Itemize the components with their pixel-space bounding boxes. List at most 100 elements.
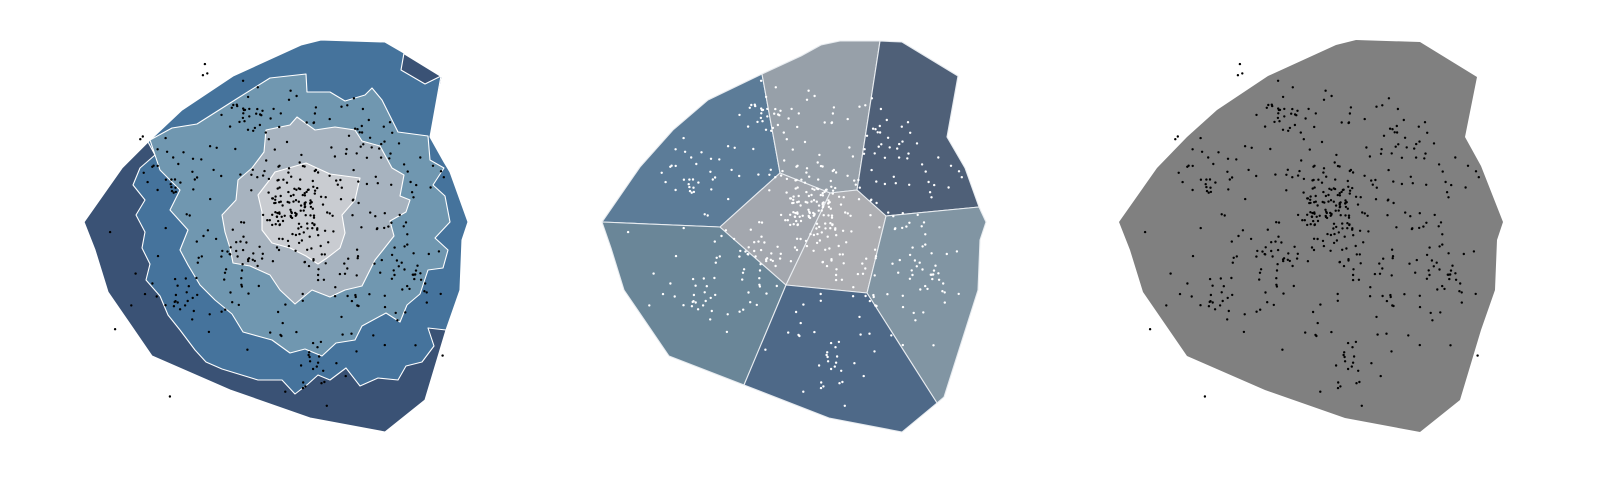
scatter-point (1379, 152, 1383, 155)
voronoi-point (870, 97, 874, 100)
scatter-point (1291, 107, 1294, 111)
density-point (361, 107, 365, 111)
density-point (412, 196, 415, 199)
voronoi-point (937, 272, 940, 275)
voronoi-point (803, 140, 807, 144)
scatter-point (1311, 187, 1314, 190)
density-point (317, 355, 321, 358)
density-point (308, 351, 311, 354)
scatter-point (1261, 250, 1264, 253)
density-point (286, 239, 290, 243)
density-point (437, 250, 441, 253)
voronoi-point (758, 221, 761, 224)
scatter-point (1226, 296, 1229, 300)
density-point (240, 269, 244, 272)
scatter-point (1291, 264, 1294, 268)
scatter-point (1281, 95, 1285, 99)
density-point (374, 175, 377, 178)
scatter-point (1447, 252, 1450, 255)
scatter-point (1306, 260, 1310, 263)
voronoi-point (807, 208, 810, 211)
scatter-point (1191, 164, 1194, 168)
scatter-point (1322, 244, 1326, 248)
voronoi-point (758, 269, 762, 272)
voronoi-point (821, 261, 824, 264)
voronoi-point (810, 200, 813, 203)
voronoi-point (929, 273, 932, 276)
density-point (344, 374, 347, 378)
scatter-point (1346, 227, 1349, 230)
density-point (203, 62, 207, 66)
scatter-point (1418, 343, 1421, 347)
density-point (267, 138, 270, 141)
density-point (224, 308, 227, 311)
voronoi-point (817, 178, 820, 181)
voronoi-point (824, 248, 827, 251)
density-point (299, 178, 302, 181)
scatter-point (1417, 125, 1420, 128)
scatter-point (1436, 288, 1439, 291)
voronoi-point (660, 171, 663, 174)
voronoi-point (834, 228, 837, 231)
density-point (311, 341, 315, 345)
density-point (214, 237, 218, 241)
scatter-point (1271, 104, 1274, 108)
density-point (230, 106, 233, 110)
voronoi-point (797, 112, 800, 115)
scatter-point (1208, 300, 1211, 304)
scatter-point (1423, 121, 1427, 124)
point-scatter-panel (1119, 40, 1503, 432)
density-point (263, 169, 266, 173)
voronoi-point (864, 294, 867, 298)
voronoi-point (877, 145, 880, 148)
density-point (224, 268, 228, 271)
voronoi-point (816, 161, 819, 164)
scatter-point (1293, 123, 1297, 127)
density-point (173, 277, 177, 281)
voronoi-point (805, 98, 809, 102)
voronoi-point (851, 155, 855, 158)
density-point (139, 138, 142, 141)
density-point (277, 248, 281, 252)
voronoi-point (694, 284, 697, 287)
density-point (273, 148, 276, 151)
voronoi-point (838, 253, 841, 256)
voronoi-point (721, 62, 725, 66)
density-point (269, 331, 272, 334)
density-point (221, 249, 224, 253)
density-point (251, 168, 254, 171)
scatter-point (1204, 183, 1207, 186)
voronoi-point (848, 146, 851, 149)
voronoi-point (802, 303, 805, 306)
density-point (257, 284, 260, 288)
voronoi-point (901, 294, 904, 297)
voronoi-point (957, 292, 960, 296)
density-point (308, 360, 312, 363)
voronoi-point (840, 369, 843, 372)
density-point (306, 248, 309, 251)
density-point (394, 311, 397, 315)
voronoi-point (659, 135, 662, 138)
scatter-point (1212, 162, 1215, 166)
density-point (347, 134, 351, 137)
density-point (279, 112, 282, 115)
voronoi-point (702, 277, 705, 280)
scatter-point (1320, 181, 1324, 184)
voronoi-point (701, 304, 705, 307)
density-point (299, 364, 303, 367)
scatter-point (1423, 157, 1426, 160)
voronoi-point (683, 150, 687, 153)
scatter-point (1282, 292, 1285, 295)
scatter-point (1375, 105, 1378, 108)
scatter-point (1336, 386, 1340, 390)
voronoi-point (846, 212, 849, 215)
scatter-point (1356, 203, 1360, 206)
voronoi-point (841, 380, 844, 384)
scatter-point (1205, 185, 1208, 189)
voronoi-point (669, 282, 672, 285)
density-point (365, 182, 369, 186)
voronoi-point (959, 354, 962, 357)
density-point (375, 227, 379, 231)
density-point (298, 232, 301, 236)
scatter-point (1426, 131, 1429, 134)
